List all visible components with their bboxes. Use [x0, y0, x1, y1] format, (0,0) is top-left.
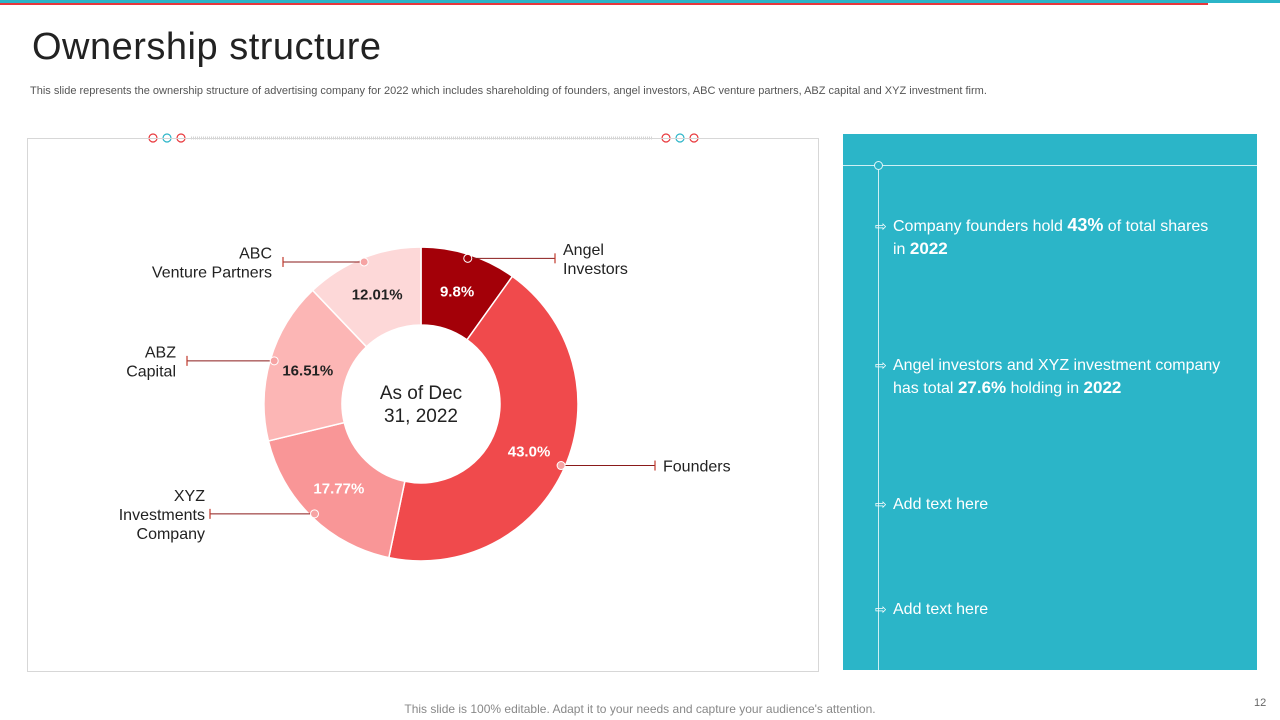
chart-frame [27, 138, 819, 672]
page-subtitle: This slide represents the ownership stru… [30, 85, 987, 97]
leader-dot [269, 356, 279, 366]
center-label-line-2: 31, 2022 [384, 406, 458, 427]
insight-placeholder-1: ⇨ Add text here [875, 493, 1225, 516]
slice-category-label: Angel [563, 242, 604, 259]
top-accent-line-teal [0, 0, 1280, 3]
arrow-icon: ⇨ [875, 496, 887, 512]
donut-slice-founders [387, 275, 579, 562]
slice-value-label: 17.77% [313, 481, 364, 498]
donut-slice-abc-venture-partners [311, 246, 422, 348]
slice-category-label: Capital [126, 363, 176, 380]
timeline-dot [874, 161, 883, 170]
center-label-line-1: As of Dec [380, 383, 462, 404]
footer-note: This slide is 100% editable. Adapt it to… [404, 702, 876, 716]
leader-dot [310, 509, 320, 519]
slice-value-label: 43.0% [508, 443, 551, 460]
donut-chart: 9.8% Angel Investors 43.0% Founders 17.77% XYZ… [119, 242, 731, 562]
leader-dot [556, 461, 566, 471]
insight-placeholder-2: ⇨ Add text here [875, 598, 1225, 621]
leader-dot [359, 257, 369, 267]
insights-panel: ⇨ Company founders hold 43% of total shar… [843, 134, 1257, 670]
arrow-icon: ⇨ [875, 601, 887, 617]
top-accent-line-red [0, 3, 1208, 5]
slice-category-label: ABC [239, 245, 272, 262]
arrow-icon: ⇨ [875, 218, 887, 234]
slice-category-label: Investments [119, 507, 205, 524]
page-number: 12 [1254, 697, 1267, 709]
slice-category-label: ABZ [145, 344, 176, 361]
slice-value-label: 16.51% [282, 363, 333, 380]
panel-timeline [878, 167, 879, 670]
slice-value-label: 12.01% [352, 286, 403, 303]
insight-angel-xyz: ⇨ Angel investors and XYZ investment comp… [875, 354, 1225, 400]
slice-value-label: 9.8% [440, 284, 474, 301]
slice-category-label: Investors [563, 261, 628, 278]
page-title: Ownership structure [32, 26, 382, 68]
slice-category-label: Venture Partners [152, 264, 272, 281]
arrow-icon: ⇨ [875, 357, 887, 373]
insight-founders: ⇨ Company founders hold 43% of total shar… [875, 215, 1209, 258]
panel-divider [843, 165, 1257, 166]
slice-category-label: XYZ [174, 488, 205, 505]
leader-dot [463, 253, 473, 263]
slice-category-label: Company [137, 526, 205, 543]
slice-category-label: Founders [663, 459, 731, 476]
